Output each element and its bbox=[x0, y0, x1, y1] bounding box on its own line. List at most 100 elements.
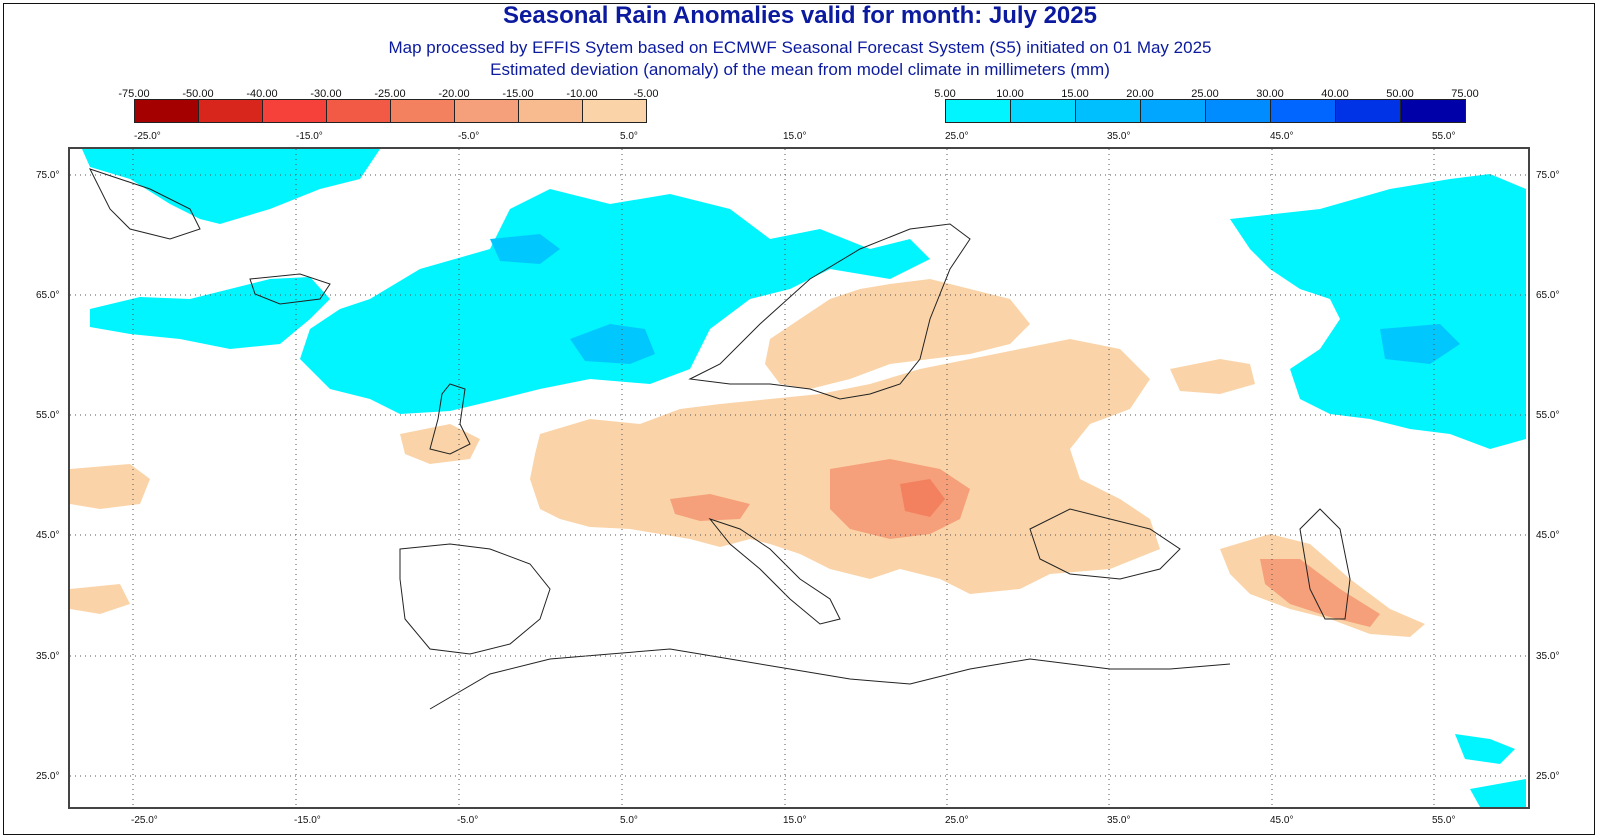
orange-stronger-hungary bbox=[900, 479, 945, 517]
longitude-label: -5.0° bbox=[458, 131, 480, 142]
colorbar-tick: -5.00 bbox=[633, 88, 659, 100]
colorbar-swatch bbox=[1011, 99, 1076, 123]
map-title: Seasonal Rain Anomalies valid for month:… bbox=[503, 2, 1097, 29]
cyan-area-norwegian-sea bbox=[300, 189, 930, 414]
coastline-britain bbox=[429, 383, 471, 455]
coastline-greenland bbox=[89, 168, 201, 240]
longitude-label: -15.0° bbox=[294, 815, 321, 826]
colorbar-swatch bbox=[263, 99, 327, 123]
colorbar-swatch bbox=[455, 99, 519, 123]
coastline-scandinavia bbox=[688, 223, 971, 400]
colorbar-tick: -20.00 bbox=[438, 88, 470, 100]
longitude-label: 15.0° bbox=[783, 131, 807, 142]
latitude-label: 55.0° bbox=[1536, 410, 1560, 421]
cyan-area-barents-east bbox=[1230, 174, 1526, 449]
coastline-iberia bbox=[399, 543, 551, 655]
positive-colorbar-ticks: 5.00 10.00 15.00 20.00 25.00 30.00 40.00… bbox=[934, 88, 1478, 100]
colorbar-tick: 40.00 bbox=[1321, 88, 1349, 100]
colorbar-tick: -10.00 bbox=[566, 88, 598, 100]
colorbar-tick: -75.00 bbox=[118, 88, 150, 100]
longitude-label: -5.0° bbox=[457, 815, 479, 826]
cyan-area-caspian bbox=[1455, 734, 1515, 764]
colorbar-swatch bbox=[1271, 99, 1336, 123]
latitude-label: 35.0° bbox=[36, 651, 60, 662]
negative-colorbar-ticks: -75.00 -50.00 -40.00 -30.00 -25.00 -20.0… bbox=[118, 88, 658, 100]
orange-area-britain bbox=[400, 424, 480, 464]
colorbar-tick: -15.00 bbox=[502, 88, 534, 100]
longitude-label: 35.0° bbox=[1107, 815, 1131, 826]
colorbar-tick: 15.00 bbox=[1061, 88, 1089, 100]
negative-colorbar bbox=[134, 99, 647, 123]
latitude-label: 45.0° bbox=[36, 530, 60, 541]
colorbar-swatch bbox=[199, 99, 263, 123]
map-subtitle-units: Estimated deviation (anomaly) of the mea… bbox=[490, 60, 1110, 79]
orange-area-west-atlantic bbox=[70, 464, 150, 509]
orange-strong-alps bbox=[670, 494, 750, 521]
colorbar-swatch bbox=[519, 99, 583, 123]
map-panel[interactable] bbox=[68, 147, 1530, 809]
latitude-label: 25.0° bbox=[36, 771, 60, 782]
cyan-area-iceland bbox=[90, 277, 330, 349]
colorbar-tick: 75.00 bbox=[1451, 88, 1479, 100]
colorbar-tick: 50.00 bbox=[1386, 88, 1414, 100]
negative-anomaly-areas bbox=[70, 279, 1425, 637]
figure-frame bbox=[3, 3, 1595, 835]
longitude-label: 5.0° bbox=[620, 815, 638, 826]
orange-area-russia-east bbox=[1170, 359, 1255, 394]
colorbar-tick: -25.00 bbox=[374, 88, 406, 100]
longitude-label: 5.0° bbox=[620, 131, 638, 142]
latitude-label: 75.0° bbox=[36, 170, 60, 181]
latitude-label: 35.0° bbox=[1536, 651, 1560, 662]
coastline-iceland bbox=[249, 273, 331, 305]
longitude-label: 55.0° bbox=[1432, 815, 1456, 826]
coastlines bbox=[89, 168, 1351, 710]
latitude-label: 65.0° bbox=[36, 290, 60, 301]
latitude-label: 25.0° bbox=[1536, 771, 1560, 782]
colorbar-tick: -30.00 bbox=[310, 88, 342, 100]
coastline-north-africa bbox=[429, 648, 1231, 710]
cyan-area-arabia bbox=[1470, 779, 1526, 807]
graticule bbox=[70, 149, 1528, 807]
longitude-label: 25.0° bbox=[945, 131, 969, 142]
orange-area-scandinavia bbox=[765, 279, 1030, 389]
longitude-label: 45.0° bbox=[1270, 131, 1294, 142]
latitude-label: 75.0° bbox=[1536, 170, 1560, 181]
orange-area-iberia-small bbox=[70, 584, 130, 614]
coastline-caspian bbox=[1299, 508, 1351, 620]
colorbar-swatch bbox=[583, 99, 647, 123]
longitude-label: -15.0° bbox=[296, 131, 323, 142]
cyan-strong-2 bbox=[490, 234, 560, 264]
orange-strong-caucasus bbox=[1260, 559, 1380, 627]
colorbar-tick: 25.00 bbox=[1191, 88, 1219, 100]
colorbar-swatch bbox=[1076, 99, 1141, 123]
colorbar-tick: 10.00 bbox=[996, 88, 1024, 100]
latitude-label: 55.0° bbox=[36, 410, 60, 421]
cyan-strong-1 bbox=[570, 324, 655, 364]
colorbar-swatch bbox=[134, 99, 199, 123]
colorbar-swatch bbox=[1401, 99, 1466, 123]
colorbar-swatch bbox=[327, 99, 391, 123]
longitude-label: 25.0° bbox=[945, 815, 969, 826]
latitude-label: 45.0° bbox=[1536, 530, 1560, 541]
longitude-label: -25.0° bbox=[131, 815, 158, 826]
map-subtitle-source: Map processed by EFFIS Sytem based on EC… bbox=[388, 38, 1212, 57]
cyan-area-greenland-sea bbox=[82, 149, 380, 224]
orange-strong-balkans bbox=[830, 459, 970, 539]
colorbar-swatch bbox=[391, 99, 455, 123]
cyan-strong-3 bbox=[1380, 324, 1460, 364]
longitude-label: 15.0° bbox=[783, 815, 807, 826]
coastline-black-sea bbox=[1029, 508, 1181, 580]
longitude-label: 45.0° bbox=[1270, 815, 1294, 826]
colorbar-swatch bbox=[1206, 99, 1271, 123]
map-canvas bbox=[70, 149, 1528, 807]
longitude-label: -25.0° bbox=[134, 131, 161, 142]
colorbar-swatch bbox=[945, 99, 1011, 123]
colorbar-swatch bbox=[1336, 99, 1401, 123]
positive-colorbar bbox=[945, 99, 1466, 123]
latitude-label: 65.0° bbox=[1536, 290, 1560, 301]
colorbar-tick: -40.00 bbox=[246, 88, 278, 100]
colorbar-tick: 5.00 bbox=[934, 88, 956, 100]
colorbar-tick: 30.00 bbox=[1256, 88, 1284, 100]
longitude-label: 35.0° bbox=[1107, 131, 1131, 142]
colorbar-tick: 20.00 bbox=[1126, 88, 1154, 100]
